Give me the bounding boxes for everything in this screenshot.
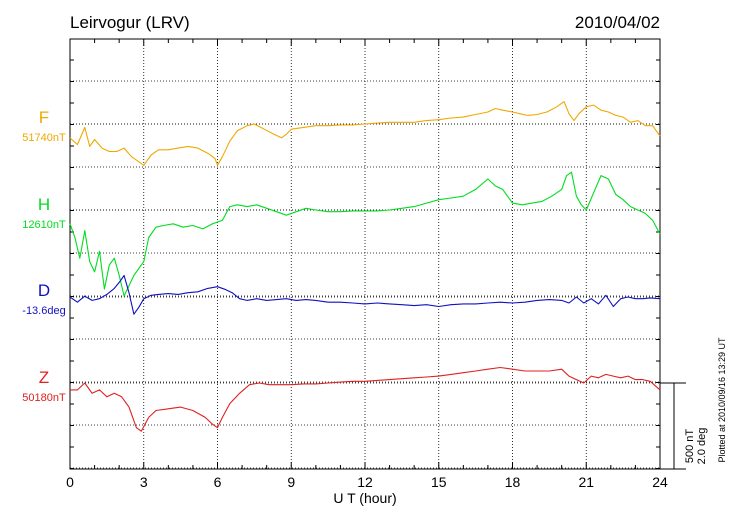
x-tick-label: 12 xyxy=(357,474,373,490)
x-tick-labels: 0 3 6 9 12 15 18 21 24 xyxy=(66,474,668,490)
x-tick-label: 0 xyxy=(66,474,74,490)
component-name-Z: Z xyxy=(39,368,49,387)
x-tick-label: 9 xyxy=(287,474,295,490)
trace-F xyxy=(69,101,661,166)
axis-ticks xyxy=(69,39,661,469)
x-tick-label: 21 xyxy=(578,474,594,490)
baseline-label-Z: 50180nT xyxy=(22,392,66,404)
grid-lines xyxy=(70,39,660,469)
trace-Z xyxy=(70,366,661,432)
x-tick-label: 15 xyxy=(431,474,447,490)
trace-D xyxy=(69,274,661,315)
x-axis-label: U T (hour) xyxy=(333,490,396,506)
plotted-timestamp: Plotted at 2010/09/16 13:29 UT xyxy=(717,337,727,463)
component-name-F: F xyxy=(39,108,49,127)
scale-bar-deg: 2.0 deg xyxy=(696,428,708,465)
baseline-label-D: -13.6deg xyxy=(22,305,65,317)
component-labels: F 51740nT H 12610nT D -13.6deg Z 50180nT xyxy=(22,108,66,404)
plot-frame xyxy=(69,38,661,470)
component-name-H: H xyxy=(38,195,50,214)
x-tick-label: 6 xyxy=(214,474,222,490)
scale-bar: 500 nT 2.0 deg xyxy=(660,382,708,470)
x-tick-label: 18 xyxy=(505,474,521,490)
scale-bar-nt: 500 nT xyxy=(684,429,696,464)
component-traces xyxy=(69,101,661,432)
baseline-label-F: 51740nT xyxy=(22,132,66,144)
baseline-label-H: 12610nT xyxy=(22,219,66,231)
x-tick-label: 24 xyxy=(652,474,668,490)
trace-H xyxy=(69,171,661,297)
component-name-D: D xyxy=(38,281,50,300)
station-title: Leirvogur (LRV) xyxy=(70,13,190,32)
date-label: 2010/04/02 xyxy=(575,13,660,32)
x-tick-label: 3 xyxy=(140,474,148,490)
